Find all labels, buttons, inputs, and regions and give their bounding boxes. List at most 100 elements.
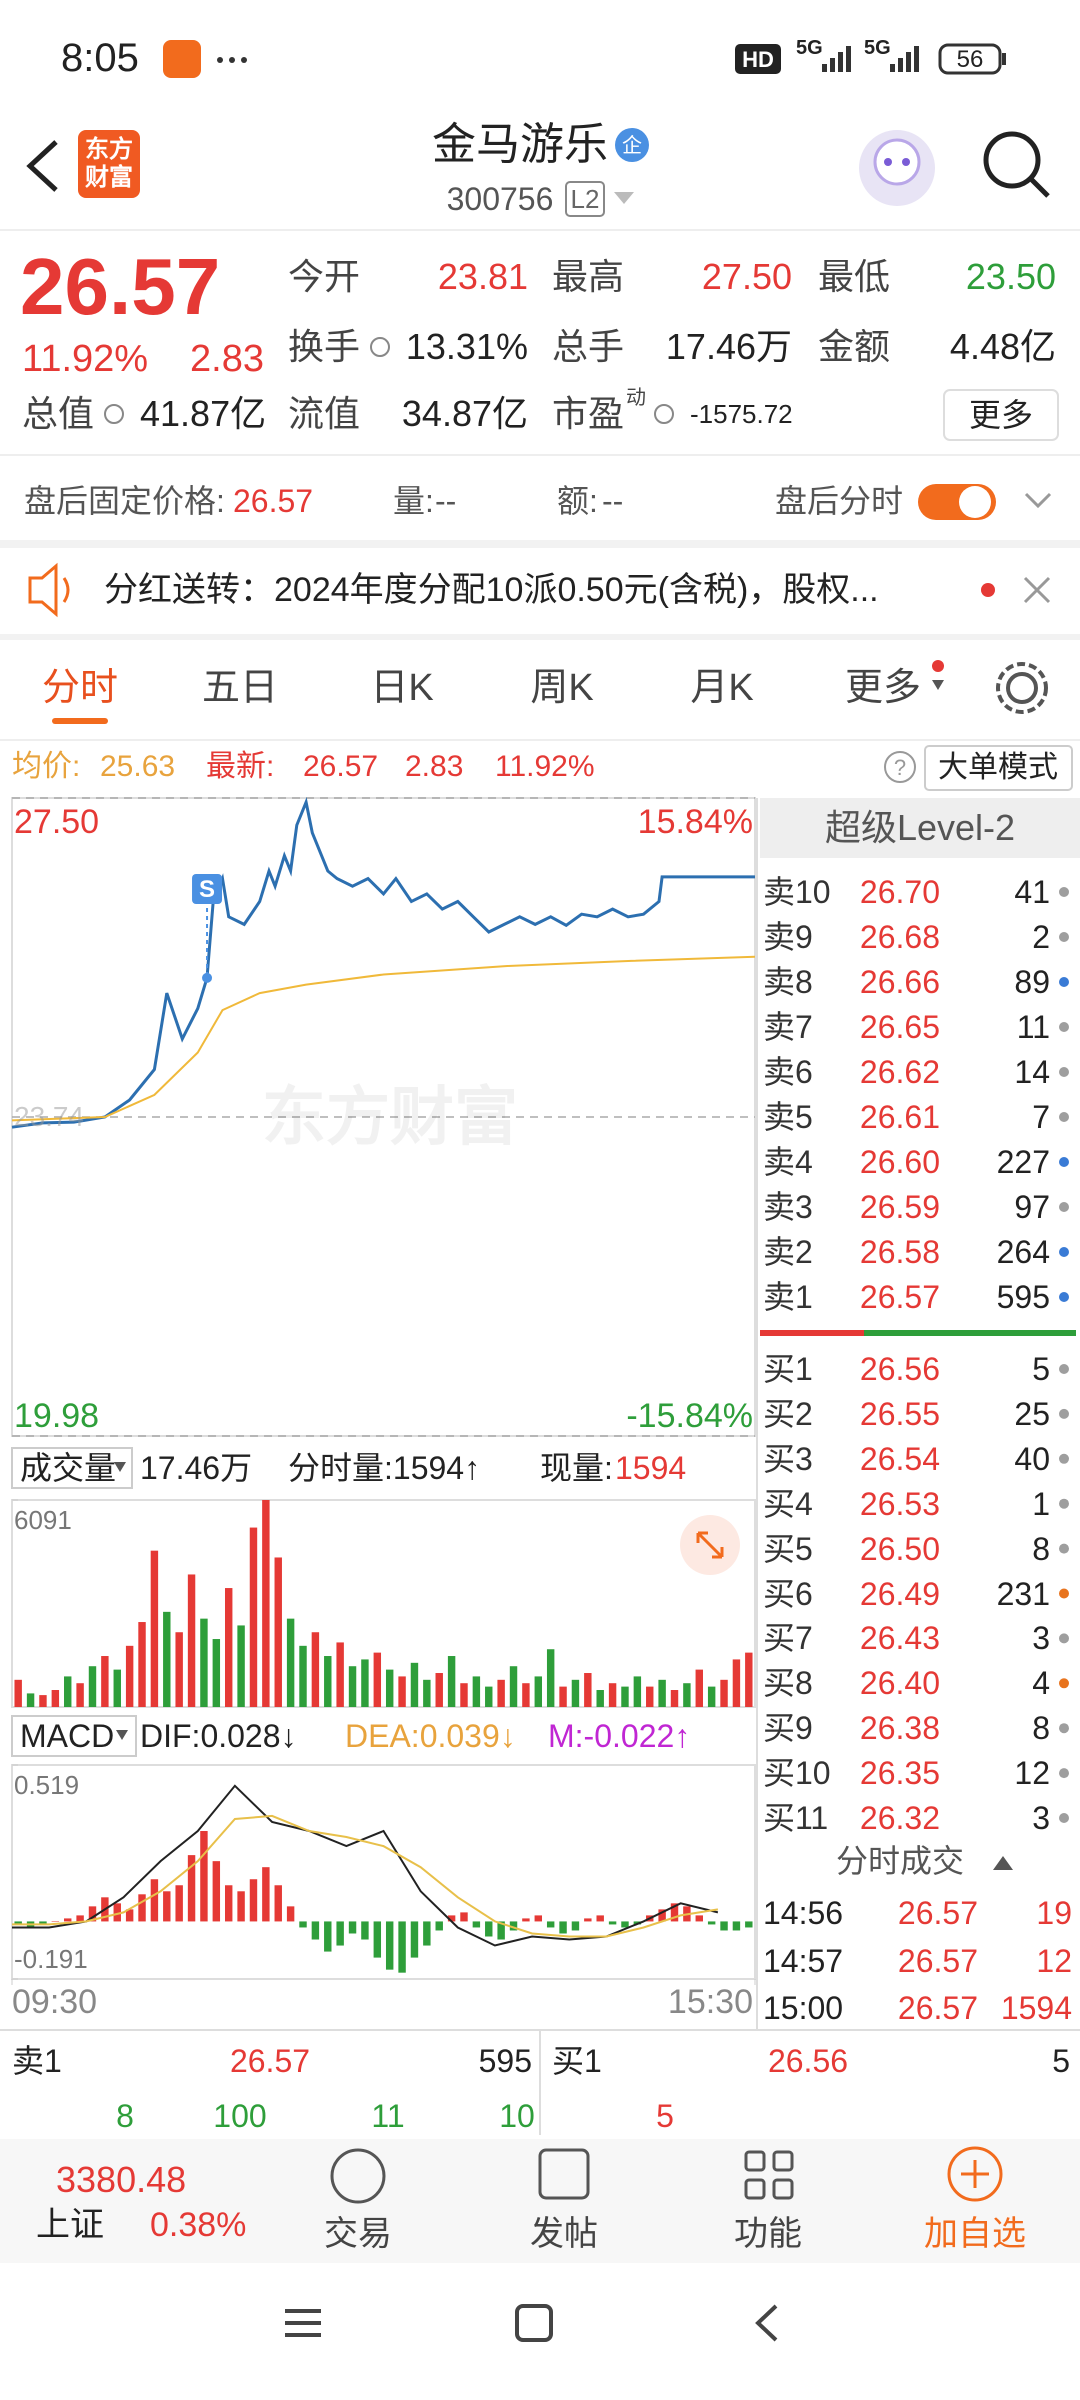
tab[interactable]: 月K — [690, 667, 754, 709]
bar — [398, 1676, 406, 1707]
minute-volume: 分时量:1594↑ — [288, 1450, 481, 1486]
book-qty: 8 — [1032, 1530, 1050, 1567]
bar — [695, 1915, 703, 1922]
bar — [608, 1921, 617, 1925]
nav-item[interactable]: 发帖 — [530, 2215, 598, 2253]
book-qty: 14 — [1014, 1054, 1050, 1090]
stat-sup: 动 — [626, 387, 646, 409]
bar — [175, 1885, 183, 1922]
nav-item[interactable]: 加自选 — [924, 2215, 1026, 2253]
stat-label: 今开 — [288, 256, 361, 297]
bar — [262, 1500, 270, 1707]
tab[interactable]: 更多 — [844, 667, 922, 709]
book-label: 买5 — [763, 1530, 813, 1567]
bar — [472, 1921, 481, 1928]
book-label: 买8 — [763, 1665, 813, 1702]
bar — [732, 1921, 741, 1931]
bar — [163, 1891, 171, 1922]
bar — [423, 1679, 431, 1707]
settings-button[interactable] — [1006, 672, 1038, 704]
tab[interactable]: 周K — [530, 667, 594, 709]
stat-label: 换手 — [288, 326, 361, 367]
bar — [546, 1921, 555, 1928]
nav-item[interactable]: 交易 — [324, 2215, 392, 2253]
bar — [237, 1625, 245, 1707]
book-qty: 231 — [996, 1575, 1050, 1612]
bar — [324, 1656, 332, 1707]
tab[interactable]: 日K — [370, 667, 434, 709]
bar — [113, 1669, 121, 1707]
bar — [299, 1645, 307, 1707]
bar — [64, 1676, 72, 1707]
back-button[interactable] — [26, 140, 58, 192]
close-button[interactable] — [1023, 576, 1051, 604]
stat-value: 4.48亿 — [949, 326, 1056, 367]
bar — [596, 1915, 604, 1922]
bar — [745, 1652, 753, 1707]
after-hours-amount: -- — [602, 483, 624, 519]
more-button-label[interactable]: 更多 — [968, 397, 1034, 433]
bar — [670, 1903, 679, 1922]
search-button[interactable] — [983, 131, 1041, 189]
bar — [324, 1921, 332, 1952]
bar — [447, 1656, 456, 1707]
bar — [88, 1906, 97, 1922]
stat-label: 市盈 — [552, 393, 625, 434]
book-price: 26.60 — [859, 1144, 940, 1180]
stat-label: 最高 — [552, 256, 625, 297]
bar — [608, 1683, 617, 1707]
last-price: 26.57 — [20, 242, 221, 331]
index-value[interactable]: 3380.48 — [56, 2159, 187, 2200]
stat-label: 最低 — [818, 256, 891, 297]
tab[interactable]: 分时 — [41, 667, 119, 709]
level2-title: 超级Level-2 — [824, 807, 1016, 848]
bar — [125, 1909, 134, 1922]
notice-text[interactable]: 分红送转：2024年度分配10派0.50元(含税)，股权... — [104, 571, 879, 609]
help-icon[interactable]: ? — [893, 755, 907, 780]
stat-value: 23.81 — [437, 256, 528, 297]
bar — [224, 1588, 233, 1707]
book-price: 26.57 — [859, 1279, 940, 1315]
add-icon[interactable] — [947, 2146, 1003, 2202]
bar — [299, 1921, 307, 1928]
book-price: 26.40 — [859, 1665, 940, 1702]
book-price: 26.49 — [859, 1575, 940, 1612]
change-percent: 11.92% — [22, 338, 149, 380]
index-name: 上证 — [36, 2206, 104, 2244]
bar — [472, 1676, 481, 1707]
bar — [559, 1921, 567, 1934]
clock: 8:05 — [61, 36, 139, 80]
network-label: 5G — [796, 37, 823, 59]
back-key[interactable] — [755, 2304, 778, 2342]
book-price: 26.65 — [859, 1009, 940, 1045]
index-change: 0.38% — [150, 2206, 247, 2244]
post-icon[interactable] — [538, 2148, 590, 2200]
macd-label[interactable]: MACD — [20, 1718, 115, 1754]
book-label: 卖5 — [763, 1099, 813, 1135]
tab[interactable]: 五日 — [201, 667, 279, 709]
big-order-label[interactable]: 大单模式 — [938, 751, 1058, 784]
bar — [546, 1649, 555, 1707]
trade-icon[interactable] — [330, 2148, 386, 2204]
book-label: 卖1 — [763, 1279, 813, 1315]
book-qty: 97 — [1014, 1189, 1050, 1225]
function-icon[interactable] — [744, 2150, 794, 2200]
nav-item[interactable]: 功能 — [734, 2215, 802, 2253]
bar — [584, 1918, 592, 1922]
trade-marker-box — [192, 874, 223, 904]
bar — [447, 1915, 456, 1922]
book-qty: 11 — [1016, 1009, 1050, 1045]
menu-key[interactable] — [285, 2309, 321, 2337]
more-button[interactable] — [943, 389, 1059, 441]
book-label: 卖2 — [763, 1234, 813, 1270]
bar — [212, 1861, 221, 1922]
bar — [200, 1618, 208, 1707]
book-price: 26.35 — [859, 1755, 940, 1792]
home-key[interactable] — [515, 2304, 553, 2342]
book-price: 26.68 — [859, 919, 940, 955]
big-order-button[interactable] — [924, 745, 1073, 791]
pct-label: -15.84% — [626, 1397, 753, 1435]
volume-label[interactable]: 成交量 — [20, 1450, 117, 1486]
book-label: 买9 — [763, 1710, 813, 1747]
